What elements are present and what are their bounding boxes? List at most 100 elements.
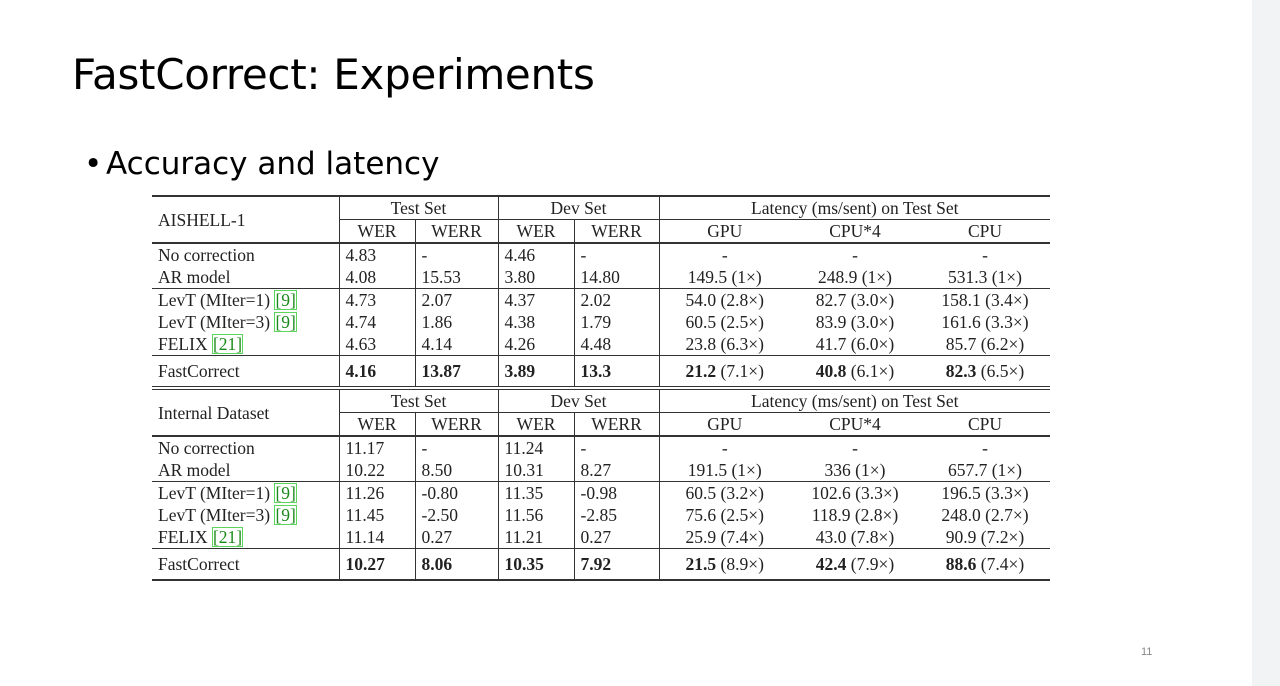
cpu4-header: CPU*4 (790, 219, 920, 244)
citation-link: [9] (274, 483, 297, 503)
dev-wer-cell: 4.37 (497, 288, 574, 311)
model-label: AR model (158, 460, 231, 480)
test-werr-cell: - (414, 436, 498, 459)
gpu-latency-cell-value: 21.5 (685, 554, 717, 574)
test-wer-header: WER (338, 219, 415, 244)
gpu-latency-cell: 21.5 (8.9×) (658, 548, 790, 581)
test-wer-cell: 4.63 (338, 333, 415, 356)
page-number: 11 (1141, 646, 1153, 658)
cpu-latency-cell: 88.6 (7.4×) (920, 548, 1050, 581)
model-label: No correction (158, 438, 255, 458)
model-name: No correction (152, 436, 339, 459)
cpu4-latency-cell: 43.0 (7.8×) (815, 527, 895, 547)
cpu-latency-cell-value: 82.3 (945, 361, 977, 381)
bullet-item: • Accuracy and latency (84, 146, 439, 182)
cpu-header: CPU (920, 412, 1050, 437)
cpu4-latency-cell: 41.7 (6.0×) (815, 334, 895, 354)
dev-wer-cell: 11.56 (497, 504, 574, 526)
gpu-latency-cell: 75.6 (2.5×) (658, 504, 790, 526)
test-werr-header: WERR (414, 219, 498, 244)
dev-werr-cell: 7.92 (573, 548, 659, 581)
cpu4-latency-cell: 336 (1×) (824, 460, 886, 480)
test-werr-cell: -2.50 (414, 504, 498, 526)
dev-wer-cell: 3.89 (497, 355, 574, 388)
test-werr-header: WERR (414, 412, 498, 437)
cpu-latency-cell-value: 88.6 (945, 554, 977, 574)
gpu-latency-cell: - (658, 243, 790, 266)
gpu-latency-cell-value: 21.2 (685, 361, 717, 381)
table-header-row: Internal Dataset Test Set Dev Set Latency (… (152, 386, 1050, 437)
cpu-latency-cell: 531.3 (1×) (947, 267, 1023, 287)
citation-link: [9] (274, 312, 297, 332)
bullet-text: Accuracy and latency (106, 146, 440, 182)
gpu-latency-cell: 54.0 (2.8×) (658, 288, 790, 311)
dev-wer-cell: 4.26 (497, 333, 574, 356)
test-set-header: Test Set (338, 195, 498, 220)
table-header-row: AISHELL-1 Test Set Dev Set Latency (ms/sent… (152, 195, 1050, 244)
test-wer-cell: 4.83 (338, 243, 415, 266)
model-name: FastCorrect (152, 355, 339, 388)
test-werr-cell: 15.53 (414, 266, 498, 289)
model-name: FELIX [21] (152, 333, 339, 356)
model-name: LevT (MIter=1) [9] (152, 288, 339, 311)
dev-wer-cell: 10.35 (497, 548, 574, 581)
model-label: FastCorrect (158, 554, 240, 574)
fastcorrect-row: FastCorrect 4.16 13.87 3.89 13.3 21.2 (7.1×) 4… (152, 355, 1050, 388)
test-wer-cell: 10.27 (338, 548, 415, 581)
model-label: No correction (158, 245, 255, 265)
test-werr-cell: 13.87 (414, 355, 498, 388)
cpu-latency-cell: 248.0 (2.7×) (941, 505, 1029, 525)
cpu-latency-cell: 85.7 (6.2×) (945, 334, 1025, 354)
test-werr-cell: 2.07 (414, 288, 498, 311)
test-wer-cell: 11.45 (338, 504, 415, 526)
table-row: AR model 4.08 15.53 3.80 14.80 149.5 (1×) 248.… (152, 266, 1050, 289)
model-name: LevT (MIter=1) [9] (152, 481, 339, 504)
cpu4-header: CPU*4 (790, 412, 920, 437)
cpu-latency-cell-speedup: (6.5×) (980, 361, 1025, 381)
model-name: LevT (MIter=3) [9] (152, 311, 339, 333)
model-name: LevT (MIter=3) [9] (152, 504, 339, 526)
test-wer-cell: 4.16 (338, 355, 415, 388)
fastcorrect-row: FastCorrect 10.27 8.06 10.35 7.92 21.5 (8.9×)… (152, 548, 1050, 581)
dev-werr-cell: 0.27 (573, 526, 659, 549)
dataset-name: Internal Dataset (152, 386, 339, 437)
cpu4-latency-cell: 102.6 (3.3×) (790, 481, 920, 504)
cpu4-latency-cell: 83.9 (3.0×) (815, 312, 895, 332)
dev-werr-cell: -0.98 (573, 481, 659, 504)
cpu4-latency-cell-value: 40.8 (815, 361, 847, 381)
model-label: FELIX (158, 527, 208, 547)
test-werr-cell: 4.14 (414, 333, 498, 356)
citation-link: [9] (274, 505, 297, 525)
slide: FastCorrect: Experiments • Accuracy and l… (0, 0, 1252, 686)
gpu-latency-cell: 191.5 (1×) (658, 459, 790, 482)
table-row: FELIX [21] 11.14 0.27 11.21 0.27 25.9 (7.4×) 4… (152, 526, 1050, 549)
test-werr-cell: -0.80 (414, 481, 498, 504)
citation-link: [21] (211, 527, 244, 547)
cpu4-latency-cell: 118.9 (2.8×) (811, 505, 899, 525)
gpu-header: GPU (658, 412, 790, 437)
test-wer-cell: 4.74 (338, 311, 415, 333)
dev-wer-cell: 10.31 (497, 459, 574, 482)
results-table: AISHELL-1 Test Set Dev Set Latency (ms/sent… (152, 195, 1050, 581)
table-row: No correction 11.17-11.24- - - - (152, 436, 1050, 459)
cpu4-latency-cell: - (852, 438, 858, 458)
test-set-header: Test Set (338, 386, 498, 413)
model-label: LevT (MIter=3) (158, 312, 271, 332)
results-table-image: AISHELL-1 Test Set Dev Set Latency (ms/sent… (152, 195, 1050, 581)
dev-werr-cell: 13.3 (573, 355, 659, 388)
dev-set-header: Dev Set (497, 386, 659, 413)
model-label: AR model (158, 267, 231, 287)
dev-wer-cell: 4.46 (497, 243, 574, 266)
cpu4-latency-cell: 42.4 (7.9×) (790, 548, 920, 581)
model-label: FELIX (158, 334, 208, 354)
viewer-gutter (1252, 0, 1280, 686)
table-row: LevT (MIter=3) [9] 4.74 1.86 4.38 1.79 60.5 (… (152, 311, 1050, 333)
test-wer-header: WER (338, 412, 415, 437)
dev-werr-cell: 1.79 (573, 311, 659, 333)
table-row: LevT (MIter=1) [9] 11.26 -0.80 11.35 -0.98 60… (152, 481, 1050, 504)
cpu-latency-cell: 196.5 (3.3×) (920, 481, 1050, 504)
model-label: LevT (MIter=1) (158, 483, 271, 503)
cpu4-latency-cell: - (852, 245, 858, 265)
gpu-latency-cell: 23.8 (6.3×) (658, 333, 790, 356)
test-wer-cell: 4.08 (338, 266, 415, 289)
